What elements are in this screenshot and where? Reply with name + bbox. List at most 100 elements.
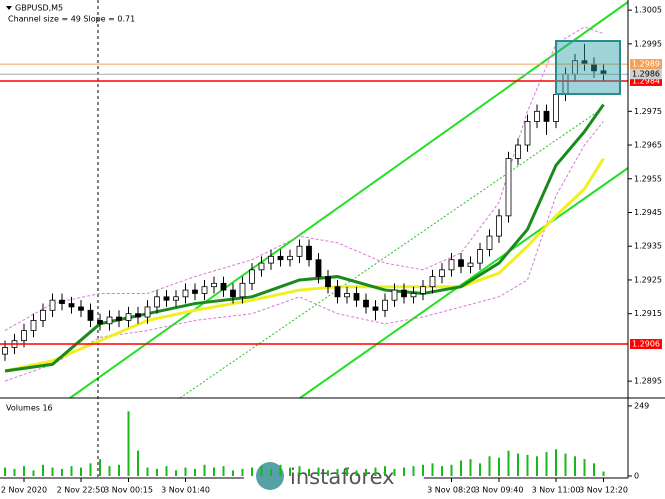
y-tick-label: 1.2915 xyxy=(634,309,662,318)
volume-tick-label: 249 xyxy=(634,401,649,410)
candle-body xyxy=(287,255,293,261)
candle-body xyxy=(268,255,274,264)
candle-body xyxy=(353,293,360,301)
candle-body xyxy=(401,289,407,298)
candle-body xyxy=(249,269,255,284)
candle-body xyxy=(315,259,322,277)
y-tick-label: 1.2925 xyxy=(634,275,662,284)
candle-body xyxy=(154,296,160,308)
candle-body xyxy=(135,313,141,318)
y-tick-label: 1.2995 xyxy=(634,39,662,48)
candle-body xyxy=(334,286,341,298)
y-tick-label: 1.2975 xyxy=(634,107,662,116)
candle-body xyxy=(97,320,103,325)
candle-body xyxy=(258,262,265,271)
candle-body xyxy=(192,289,198,294)
y-tick-label: 1.2965 xyxy=(634,141,662,150)
chart-subtitle: Channel size = 49 Slope = 0.71 xyxy=(8,15,135,24)
candle-body xyxy=(2,347,8,355)
channel-middle xyxy=(179,109,601,399)
y-tick-label: 1.2935 xyxy=(634,242,662,251)
candle-body xyxy=(543,110,550,122)
candle-body xyxy=(68,303,75,308)
level-label-bg xyxy=(630,339,662,350)
candle-body xyxy=(163,296,170,301)
indicator-line xyxy=(4,121,604,382)
candle-body xyxy=(201,286,208,294)
y-tick-label: 1.2945 xyxy=(634,208,662,217)
candle-body xyxy=(144,306,151,318)
candle-body xyxy=(420,286,426,294)
x-tick-label: 2 Nov 2020 xyxy=(1,486,47,495)
candle-body xyxy=(78,306,84,311)
candle-body xyxy=(515,144,521,159)
level-label: 1.2906 xyxy=(632,340,660,349)
candle-body xyxy=(211,282,217,288)
candle-body xyxy=(106,316,113,325)
x-tick-label: 3 Nov 00:15 xyxy=(104,486,153,495)
candle-body xyxy=(296,245,303,257)
bid-label-bg xyxy=(630,69,662,80)
candle-body xyxy=(410,293,417,298)
candle-body xyxy=(40,309,46,321)
y-tick-label: 1.3005 xyxy=(634,6,662,15)
highlight-box xyxy=(555,40,621,95)
candle-body xyxy=(30,320,37,331)
candle-body xyxy=(182,289,189,298)
candle-body xyxy=(534,110,540,122)
candle-body xyxy=(429,276,436,288)
x-tick-label: 3 Nov 11:00 xyxy=(532,486,581,495)
candle-body xyxy=(486,235,493,250)
x-tick-label: 2 Nov 22:50 xyxy=(57,486,106,495)
plot-area xyxy=(0,26,628,382)
channel-lower xyxy=(299,167,629,399)
volume-title: Volumes 16 xyxy=(6,404,53,413)
candle-body xyxy=(391,289,398,301)
volume-tick-label: 0 xyxy=(634,472,639,481)
level-label: 1.2989 xyxy=(632,60,660,69)
candle-body xyxy=(448,259,455,271)
x-tick-label: 3 Nov 08:20 xyxy=(427,486,476,495)
candle-body xyxy=(277,255,284,261)
candle-body xyxy=(458,259,464,267)
x-tick-label: 3 Nov 09:40 xyxy=(475,486,524,495)
candle-body xyxy=(477,249,483,264)
chart-title: GBPUSD,M5 xyxy=(15,4,63,13)
candle-body xyxy=(344,293,350,298)
candle-body xyxy=(220,282,227,291)
candle-body xyxy=(125,313,132,321)
candle-body xyxy=(363,299,369,308)
x-tick-label: 3 Nov 01:40 xyxy=(161,486,210,495)
candle-body xyxy=(372,306,379,311)
candle-body xyxy=(325,276,331,288)
y-tick-label: 1.2895 xyxy=(634,377,662,386)
candle-body xyxy=(230,289,236,298)
indicator-line xyxy=(4,103,605,373)
candle-body xyxy=(59,299,65,304)
candle-body xyxy=(439,269,445,277)
candle-body xyxy=(239,282,246,298)
candle-body xyxy=(505,158,512,217)
y-tick-label: 1.2955 xyxy=(634,174,662,183)
candle-body xyxy=(21,330,27,342)
bid-label: 1.2986 xyxy=(632,70,660,79)
candle-body xyxy=(87,309,94,321)
level-label-bg xyxy=(630,59,662,70)
level-label-bg xyxy=(630,75,662,86)
watermark: instaforex xyxy=(244,455,424,499)
candle-body xyxy=(553,94,559,122)
candle-body xyxy=(49,299,56,311)
menu-arrow xyxy=(6,6,12,10)
candle-body xyxy=(524,121,531,146)
x-tick-label: 3 Nov 12:20 xyxy=(579,486,628,495)
candle-body xyxy=(116,316,122,321)
candle-body xyxy=(173,296,179,301)
indicator-line xyxy=(4,26,604,331)
candle-body xyxy=(496,215,502,237)
level-label: 1.2984 xyxy=(632,76,660,85)
channel-upper xyxy=(69,1,629,399)
indicator-line xyxy=(4,157,605,373)
candle-body xyxy=(382,299,388,311)
